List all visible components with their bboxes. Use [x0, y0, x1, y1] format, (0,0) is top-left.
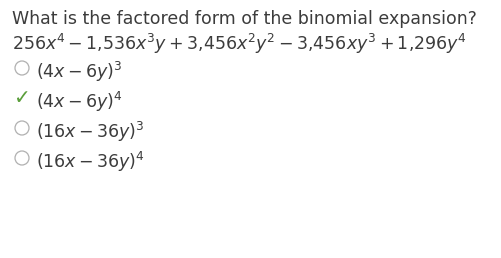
- Text: $(16x - 36y)^4$: $(16x - 36y)^4$: [36, 150, 145, 174]
- Text: ✓: ✓: [14, 88, 31, 108]
- Text: $256x^4 - 1{,}536x^3y + 3{,}456x^2y^2 - 3{,}456xy^3 + 1{,}296y^4$: $256x^4 - 1{,}536x^3y + 3{,}456x^2y^2 - …: [12, 32, 465, 56]
- Text: $(16x - 36y)^3$: $(16x - 36y)^3$: [36, 120, 144, 144]
- Text: $(4x - 6y)^3$: $(4x - 6y)^3$: [36, 60, 122, 84]
- Text: $(4x - 6y)^4$: $(4x - 6y)^4$: [36, 90, 123, 114]
- Text: What is the factored form of the binomial expansion?: What is the factored form of the binomia…: [12, 10, 476, 28]
